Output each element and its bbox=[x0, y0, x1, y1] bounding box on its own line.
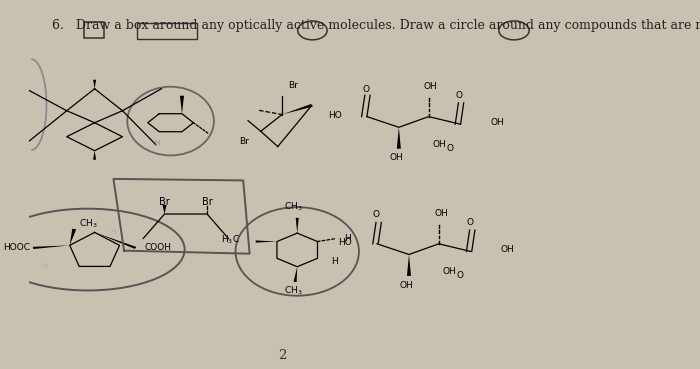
Text: O: O bbox=[372, 210, 379, 219]
Text: H: H bbox=[110, 230, 116, 235]
Text: OH: OH bbox=[433, 139, 446, 149]
Text: O: O bbox=[466, 218, 473, 227]
Text: H$_3$C: H$_3$C bbox=[220, 234, 239, 246]
Text: O: O bbox=[456, 271, 463, 280]
Polygon shape bbox=[293, 267, 298, 282]
Text: OH: OH bbox=[490, 118, 504, 127]
Text: O: O bbox=[447, 144, 454, 153]
Polygon shape bbox=[295, 218, 299, 233]
Text: H: H bbox=[331, 257, 338, 266]
Text: 2: 2 bbox=[278, 349, 286, 362]
Text: O: O bbox=[456, 91, 463, 100]
Polygon shape bbox=[70, 229, 76, 245]
Text: CH$_3$: CH$_3$ bbox=[79, 218, 97, 230]
Polygon shape bbox=[93, 151, 96, 160]
Text: OH: OH bbox=[424, 82, 438, 90]
Text: H: H bbox=[344, 234, 351, 243]
Text: O: O bbox=[363, 85, 370, 94]
Polygon shape bbox=[256, 241, 277, 242]
Text: Br: Br bbox=[239, 138, 248, 146]
Polygon shape bbox=[397, 127, 401, 149]
Polygon shape bbox=[162, 205, 167, 214]
Text: H: H bbox=[154, 140, 160, 146]
Polygon shape bbox=[282, 104, 313, 114]
Text: HO: HO bbox=[338, 238, 352, 247]
Polygon shape bbox=[33, 245, 70, 249]
Text: Br: Br bbox=[202, 197, 212, 207]
Text: Br: Br bbox=[288, 81, 298, 90]
Text: OH: OH bbox=[434, 209, 448, 218]
Text: Br: Br bbox=[159, 197, 170, 207]
Polygon shape bbox=[93, 80, 96, 89]
Polygon shape bbox=[180, 96, 184, 114]
Text: CH$_3$: CH$_3$ bbox=[284, 285, 302, 297]
Text: OH: OH bbox=[390, 154, 404, 162]
Text: OH: OH bbox=[400, 280, 414, 290]
Text: OH: OH bbox=[442, 267, 456, 276]
Text: 6.   Draw a box around any optically active molecules. Draw a circle around any : 6. Draw a box around any optically activ… bbox=[52, 19, 700, 32]
Text: H: H bbox=[43, 263, 48, 269]
Polygon shape bbox=[94, 232, 136, 249]
Text: CH$_3$: CH$_3$ bbox=[284, 201, 302, 213]
Text: HO: HO bbox=[328, 111, 342, 120]
Text: COOH: COOH bbox=[145, 244, 172, 252]
Text: HOOC: HOOC bbox=[4, 244, 31, 252]
Polygon shape bbox=[407, 255, 411, 276]
Text: OH: OH bbox=[500, 245, 514, 254]
